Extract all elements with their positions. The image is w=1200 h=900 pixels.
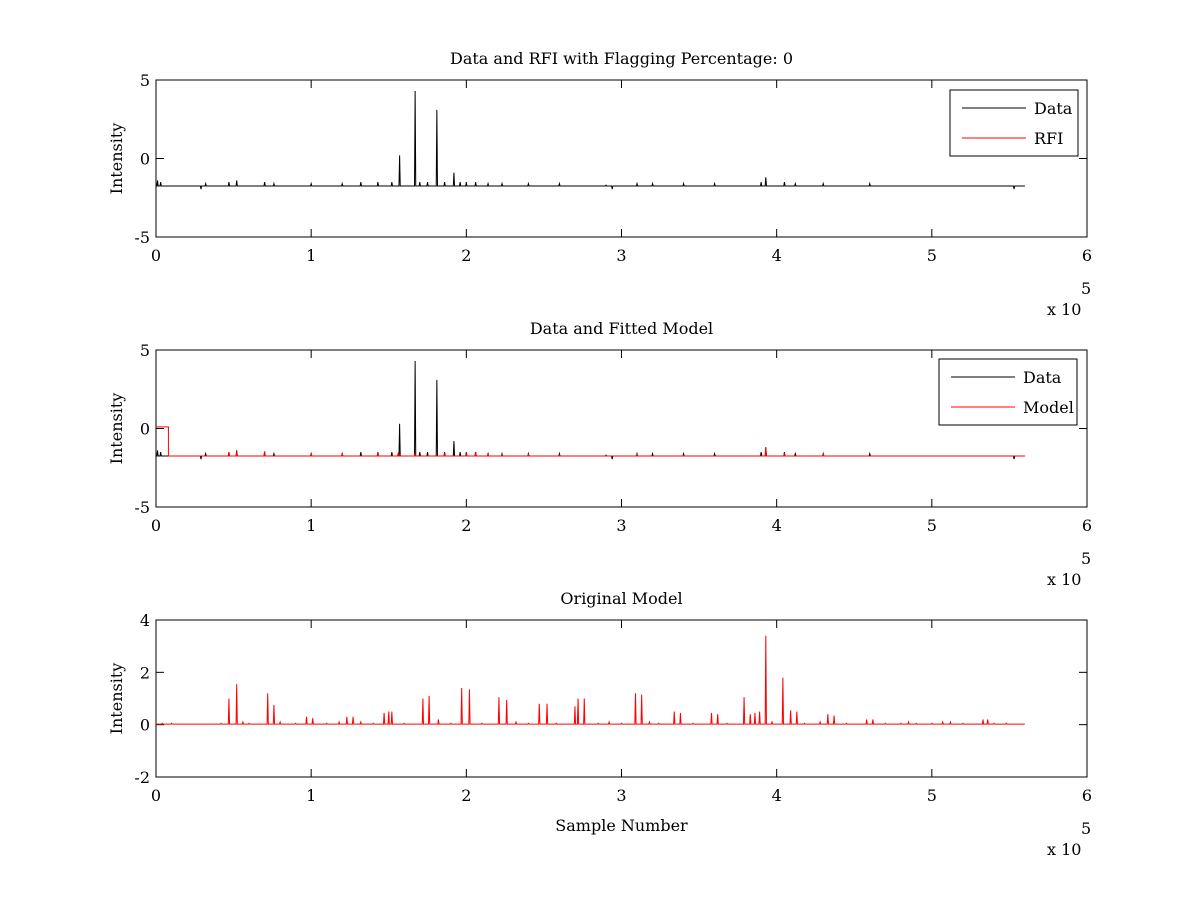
y-tick-label: -2 <box>134 768 150 787</box>
chart-title: Original Model <box>560 589 682 608</box>
x-tick-label: 3 <box>616 786 626 805</box>
axes-box <box>155 79 1088 238</box>
x-exponent-power: 5 <box>1081 279 1091 298</box>
x-tick-label: 0 <box>151 786 161 805</box>
y-tick-label: 5 <box>140 71 150 90</box>
y-axis-label: Intensity <box>107 393 126 465</box>
x-tick-label: 3 <box>616 516 626 535</box>
axes-box <box>155 349 1088 508</box>
x-tick-label: 5 <box>927 246 937 265</box>
x-tick-label: 4 <box>772 516 782 535</box>
y-tick-label: 2 <box>140 663 150 682</box>
legend-label-rfi: RFI <box>1034 129 1063 148</box>
x-tick-label: 6 <box>1082 246 1092 265</box>
y-tick-label: 4 <box>140 611 150 630</box>
x-tick-label: 1 <box>306 516 316 535</box>
series-data-line <box>156 90 1025 190</box>
series-path <box>156 635 1025 725</box>
legend-label-data: Data <box>1023 368 1062 387</box>
chart-title: Data and Fitted Model <box>530 319 713 338</box>
legend: Data Model <box>938 358 1078 426</box>
axes-box <box>155 619 1088 778</box>
legend-box <box>938 358 1078 426</box>
x-tick-label: 2 <box>461 516 471 535</box>
x-tick-label: 4 <box>772 246 782 265</box>
y-axis-label: Intensity <box>107 123 126 195</box>
legend-box <box>949 89 1079 157</box>
x-tick-label: 2 <box>461 246 471 265</box>
series-model-line <box>156 635 1025 725</box>
x-exponent-power: 5 <box>1081 549 1091 568</box>
x-tick-label: 0 <box>151 246 161 265</box>
x-tick-label: 5 <box>927 786 937 805</box>
x-tick-label: 1 <box>306 786 316 805</box>
x-tick-label: 5 <box>927 516 937 535</box>
legend-label-data: Data <box>1034 99 1073 118</box>
y-tick-label: -5 <box>134 498 150 517</box>
legend-label-model: Model <box>1023 398 1074 417</box>
legend: Data RFI <box>949 89 1079 157</box>
x-tick-label: 2 <box>461 786 471 805</box>
y-axis-label: Intensity <box>107 663 126 735</box>
y-tick-label: 0 <box>140 420 150 439</box>
y-tick-label: -5 <box>134 228 150 247</box>
chart-title: Data and RFI with Flagging Percentage: 0 <box>450 49 793 68</box>
x-tick-label: 3 <box>616 246 626 265</box>
x-tick-label: 1 <box>306 246 316 265</box>
x-axis-label: Sample Number <box>555 816 688 835</box>
series-path <box>156 90 1025 190</box>
series-path <box>156 426 1025 457</box>
x-exponent-label: x 10 <box>1047 570 1081 589</box>
series-model-line <box>156 426 1025 457</box>
x-exponent-power: 5 <box>1081 819 1091 838</box>
x-exponent-label: x 10 <box>1047 840 1081 859</box>
x-tick-label: 4 <box>772 786 782 805</box>
y-tick-label: 5 <box>140 341 150 360</box>
y-tick-label: 0 <box>140 150 150 169</box>
x-tick-label: 6 <box>1082 786 1092 805</box>
x-tick-label: 6 <box>1082 516 1092 535</box>
x-exponent-label: x 10 <box>1047 300 1081 319</box>
x-tick-label: 0 <box>151 516 161 535</box>
y-tick-label: 0 <box>140 716 150 735</box>
